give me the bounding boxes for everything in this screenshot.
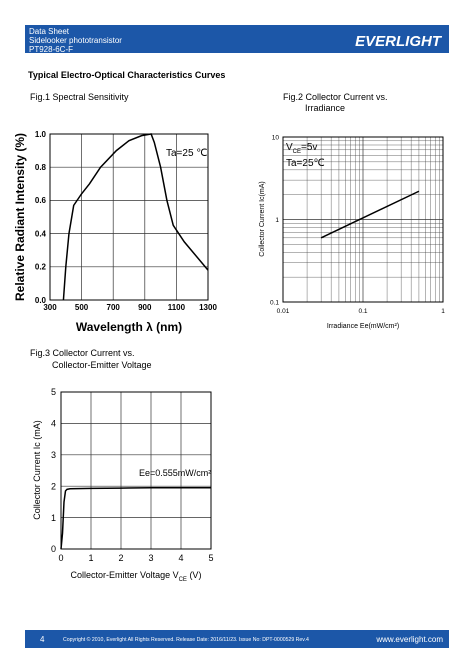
x-axis-title-part: CE xyxy=(179,577,187,583)
y-tick-label: 1.0 xyxy=(35,130,47,139)
heading: Typical Electro-Optical Characteristics … xyxy=(28,70,225,80)
footer-url: www.everlight.com xyxy=(375,635,443,644)
annotation: Ee=0.555mW/cm² xyxy=(139,468,211,478)
header-bar xyxy=(25,25,449,53)
y-tick-label: 0 xyxy=(51,544,56,554)
x-tick-label: 0.01 xyxy=(277,308,290,315)
y-tick-label: 0.2 xyxy=(35,263,47,272)
series-line xyxy=(60,487,211,550)
figure-caption: Collector-Emitter Voltage xyxy=(52,360,152,370)
x-tick-label: 1300 xyxy=(199,303,217,312)
x-tick-label: 300 xyxy=(43,303,57,312)
x-tick-label: 0 xyxy=(58,553,63,563)
y-tick-label: 0.6 xyxy=(35,196,47,205)
annotation-box xyxy=(284,138,332,170)
y-tick-label: 3 xyxy=(51,450,56,460)
footer-bar xyxy=(25,630,449,648)
y-tick-label: 1 xyxy=(275,217,279,224)
y-tick-label: 5 xyxy=(51,387,56,397)
figure-caption: Fig.3 Collector Current vs. xyxy=(30,348,135,358)
series-line xyxy=(62,133,209,301)
annotation: VCE=5v xyxy=(286,142,317,155)
y-axis-title: Relative Radiant Intensity (%) xyxy=(13,133,27,301)
x-tick-label: 700 xyxy=(107,303,121,312)
plot-frame xyxy=(60,391,212,550)
x-axis-title: Wavelength λ (nm) xyxy=(76,320,182,334)
figure-caption: Fig.2 Collector Current vs. xyxy=(283,92,388,102)
copyright: Copyright © 2010, Everlight All Rights R… xyxy=(63,636,309,643)
y-tick-label: 0.0 xyxy=(35,296,47,305)
y-tick-label: 0.1 xyxy=(270,299,279,306)
x-tick-label: 2 xyxy=(118,553,123,563)
x-tick-label: 900 xyxy=(138,303,152,312)
annotation: Ta=25 ℃ xyxy=(166,148,208,159)
x-axis-title-part: (V) xyxy=(187,570,202,580)
annotation-part: =5v xyxy=(301,142,317,153)
x-tick-label: 5 xyxy=(208,553,213,563)
annotation-part: CE xyxy=(293,149,301,155)
page-number: 4 xyxy=(40,635,45,644)
series-line xyxy=(320,190,420,239)
y-tick-label: 0.8 xyxy=(35,163,47,172)
x-tick-label: 0.1 xyxy=(358,308,367,315)
figure-caption: Fig.1 Spectral Sensitivity xyxy=(30,92,129,102)
y-tick-label: 0.4 xyxy=(35,229,47,238)
y-axis-title: Collector Current Ic (mA) xyxy=(32,420,42,520)
x-tick-label: 500 xyxy=(75,303,89,312)
y-tick-label: 10 xyxy=(272,134,280,141)
x-tick-label: 1 xyxy=(88,553,93,563)
logo: EVERLIGHT xyxy=(355,33,443,50)
charts: 300 500 700 900 1100 13000.00.20.40.60.81.00.… xyxy=(35,130,445,563)
y-tick-label: 4 xyxy=(51,419,56,429)
annotation-part: V xyxy=(286,142,293,153)
figure-caption: Irradiance xyxy=(305,103,345,113)
x-tick-label: 4 xyxy=(178,553,183,563)
x-axis-title: Irradiance Ee(mW/cm²) xyxy=(327,323,399,330)
header-line: PT928-6C-F xyxy=(29,45,73,54)
x-axis-title-part: Collector-Emitter Voltage V xyxy=(71,570,179,580)
x-tick-label: 1 xyxy=(441,308,445,315)
annotation: Ta=25℃ xyxy=(286,158,325,169)
plot-frame xyxy=(282,136,444,303)
header-line: Data Sheet xyxy=(29,27,70,36)
y-axis-title: Collector Current Ic(mA) xyxy=(259,181,266,256)
y-tick-label: 2 xyxy=(51,481,56,491)
x-tick-label: 1100 xyxy=(168,303,186,312)
plot-frame xyxy=(49,133,209,301)
header-line: Sidelooker phototransistor xyxy=(29,36,122,45)
x-axis-title: Collector-Emitter Voltage VCE (V) xyxy=(71,570,202,583)
x-tick-label: 3 xyxy=(148,553,153,563)
y-tick-label: 1 xyxy=(51,513,56,523)
annotation-box xyxy=(137,467,210,479)
